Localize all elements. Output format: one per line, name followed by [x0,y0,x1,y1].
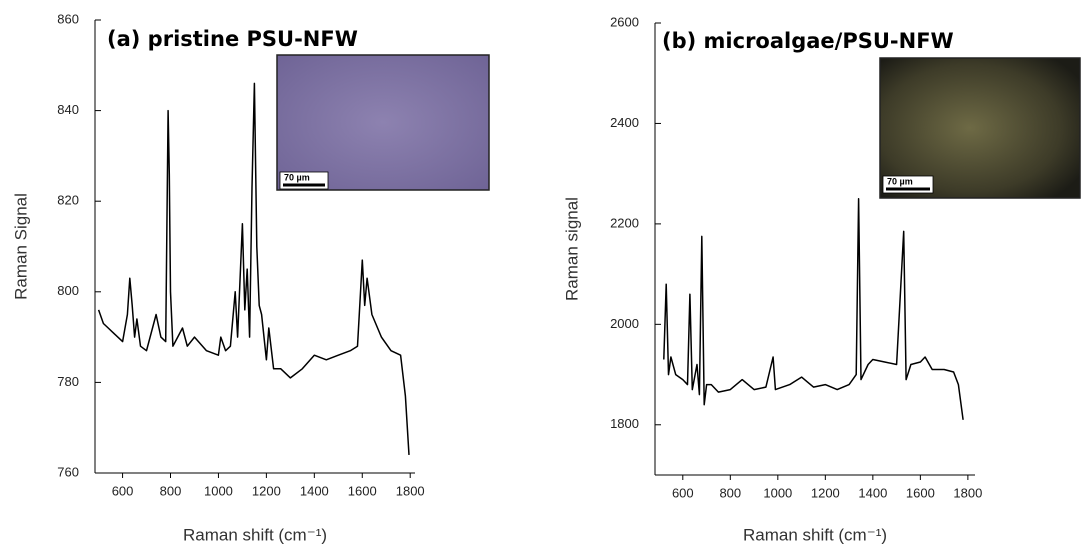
y-tick-label: 1800 [610,416,639,431]
x-tick-label: 1600 [906,485,935,500]
x-tick-label: 1600 [348,483,377,498]
x-axis-label: Raman shift (cm⁻¹) [183,525,327,544]
x-tick-label: 1800 [953,485,982,500]
y-tick-label: 820 [57,193,79,208]
chart-title: (b) microalgae/PSU-NFW [662,29,954,53]
chart-title: (a) pristine PSU-NFW [107,27,358,51]
micrograph-inset [276,54,490,191]
y-axis-label: Raman signal [562,197,581,301]
x-tick-label: 600 [672,485,694,500]
y-tick-label: 2400 [610,115,639,130]
x-tick-label: 1000 [763,485,792,500]
x-tick-label: 1000 [204,483,233,498]
x-tick-label: 1800 [396,483,425,498]
x-tick-label: 600 [112,483,134,498]
y-tick-label: 2200 [610,215,639,230]
x-axis-label: Raman shift (cm⁻¹) [743,525,887,544]
x-tick-label: 1400 [300,483,329,498]
y-tick-label: 780 [57,374,79,389]
y-tick-label: 840 [57,102,79,117]
x-tick-label: 1200 [811,485,840,500]
scale-bar-label: 70 µm [887,176,913,186]
spectrum-line [663,198,964,420]
y-tick-label: 2000 [610,316,639,331]
x-tick-label: 1400 [858,485,887,500]
micrograph-inset [879,57,1081,199]
spectrum-line [97,82,410,455]
y-tick-label: 860 [57,11,79,26]
y-tick-label: 800 [57,283,79,298]
y-tick-label: 760 [57,464,79,479]
x-tick-label: 800 [719,485,741,500]
x-tick-label: 1200 [252,483,281,498]
x-tick-label: 800 [160,483,182,498]
y-tick-label: 2600 [610,14,639,29]
scale-bar-label: 70 µm [284,172,310,182]
y-axis-label: Raman Signal [11,193,30,300]
